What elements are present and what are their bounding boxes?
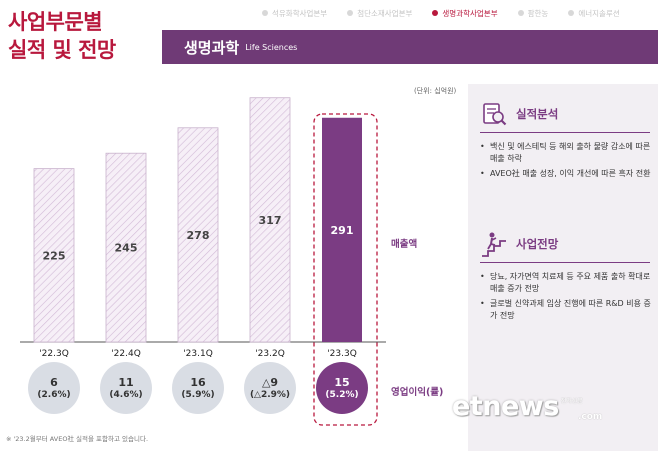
tab-farm-hannong[interactable]: 팜한농 bbox=[517, 8, 548, 19]
operating-profit-circle: △9 (△2.9%) bbox=[244, 362, 296, 414]
performance-title: 실적분석 bbox=[516, 107, 559, 121]
section-subtitle: Life Sciences bbox=[245, 42, 298, 52]
unit-label: (단위: 십억원) bbox=[414, 87, 457, 95]
bar-value-label: 225 bbox=[43, 249, 66, 262]
operating-profit-value: 15 bbox=[334, 375, 350, 389]
operating-profit-value: 16 bbox=[190, 375, 206, 389]
outlook-bullet: 당뇨, 자가면역 치료제 등 주요 제품 출하 확대로 매출 증가 전망 bbox=[480, 271, 652, 295]
magnifier-document-icon bbox=[483, 103, 507, 126]
dot-icon bbox=[262, 10, 268, 16]
operating-profit-value: 6 bbox=[50, 375, 58, 389]
operating-margin-value: (5.2%) bbox=[325, 389, 359, 400]
dot-icon bbox=[517, 10, 524, 16]
tab-life-sciences[interactable]: 생명과학사업본부 bbox=[432, 8, 498, 19]
section-title: 생명과학 bbox=[184, 38, 240, 57]
bar-1 bbox=[105, 152, 147, 343]
bar-value-label: 278 bbox=[187, 229, 210, 242]
page-title: 사업부문별 실적 및 전망 bbox=[8, 8, 116, 64]
outlook-title: 사업전망 bbox=[516, 237, 559, 251]
page-title-line1: 사업부문별 bbox=[8, 10, 103, 34]
operating-profit-circle: 15 (5.2%) bbox=[316, 362, 368, 414]
legend-operating-profit: 영업이익(률) bbox=[391, 387, 444, 398]
bar-0 bbox=[33, 168, 75, 343]
tab-petrochemicals[interactable]: 석유화학사업본부 bbox=[262, 8, 327, 19]
quarter-label: '23.2Q bbox=[255, 349, 285, 359]
bar-value-label: 317 bbox=[259, 214, 282, 227]
performance-bullet: 백신 및 에스테틱 등 해외 출하 물량 감소에 따른 매출 하락 bbox=[480, 141, 652, 165]
operating-profit-value: 11 bbox=[118, 375, 134, 389]
page-title-line2: 실적 및 전망 bbox=[8, 38, 116, 62]
watermark-logo: etnews bbox=[452, 391, 559, 422]
etnews-watermark: etnews 전자신문 .com bbox=[452, 391, 602, 423]
performance-divider bbox=[480, 132, 650, 133]
footnote: ※ '23.2월부터 AVEO社 실적을 포함하고 있습니다. bbox=[6, 435, 149, 443]
dot-icon bbox=[432, 10, 439, 16]
quarter-label: '22.4Q bbox=[111, 349, 141, 359]
bar-value-label: 291 bbox=[331, 224, 354, 237]
operating-margin-value: (4.6%) bbox=[109, 389, 143, 400]
operating-profit-value: △9 bbox=[261, 375, 279, 389]
tab-advanced-materials[interactable]: 첨단소재사업본부 bbox=[347, 8, 412, 19]
performance-analysis-block: 실적분석 백신 및 에스테틱 등 해외 출하 물량 감소에 따른 매출 하락 A… bbox=[480, 100, 658, 180]
business-outlook-block: 사업전망 당뇨, 자가면역 치료제 등 주요 제품 출하 확대로 매출 증가 전… bbox=[480, 230, 658, 320]
operating-margin-value: (5.9%) bbox=[181, 389, 215, 400]
legend-sales: 매출액 bbox=[391, 239, 418, 250]
bar-2 bbox=[177, 127, 219, 343]
highlight-frame bbox=[313, 113, 378, 426]
operating-margin-value: (2.6%) bbox=[37, 389, 71, 400]
outlook-divider bbox=[480, 262, 650, 263]
operating-profit-circle: 11 (4.6%) bbox=[100, 362, 152, 414]
dot-icon bbox=[347, 10, 354, 16]
division-tabs: 석유화학사업본부 첨단소재사업본부 생명과학사업본부 팜한농 에너지솔루션 bbox=[262, 6, 640, 20]
watermark-com: .com bbox=[578, 412, 603, 422]
dot-icon bbox=[568, 10, 575, 16]
quarter-label: '23.3Q bbox=[327, 349, 357, 359]
quarter-label: '23.1Q bbox=[183, 349, 213, 359]
quarter-label: '22.3Q bbox=[39, 349, 69, 359]
watermark-sub: 전자신문 bbox=[560, 398, 583, 405]
operating-profit-circle: 16 (5.9%) bbox=[172, 362, 224, 414]
performance-bullet: AVEO社 매출 성장, 이익 개선에 따른 흑자 전환 bbox=[480, 168, 652, 180]
bar-value-label: 245 bbox=[115, 242, 138, 255]
section-header: 생명과학 Life Sciences bbox=[162, 30, 658, 64]
operating-profit-circle: 6 (2.6%) bbox=[28, 362, 80, 414]
bar-3 bbox=[249, 97, 291, 343]
bar-4 bbox=[322, 117, 362, 343]
climbing-stairs-icon bbox=[482, 232, 506, 257]
tab-energy-solution[interactable]: 에너지솔루션 bbox=[568, 8, 620, 19]
outlook-bullet: 글로벌 신약과제 임상 진행에 따른 R&D 비용 증가 전망 bbox=[480, 298, 652, 322]
operating-margin-value: (△2.9%) bbox=[249, 389, 291, 400]
